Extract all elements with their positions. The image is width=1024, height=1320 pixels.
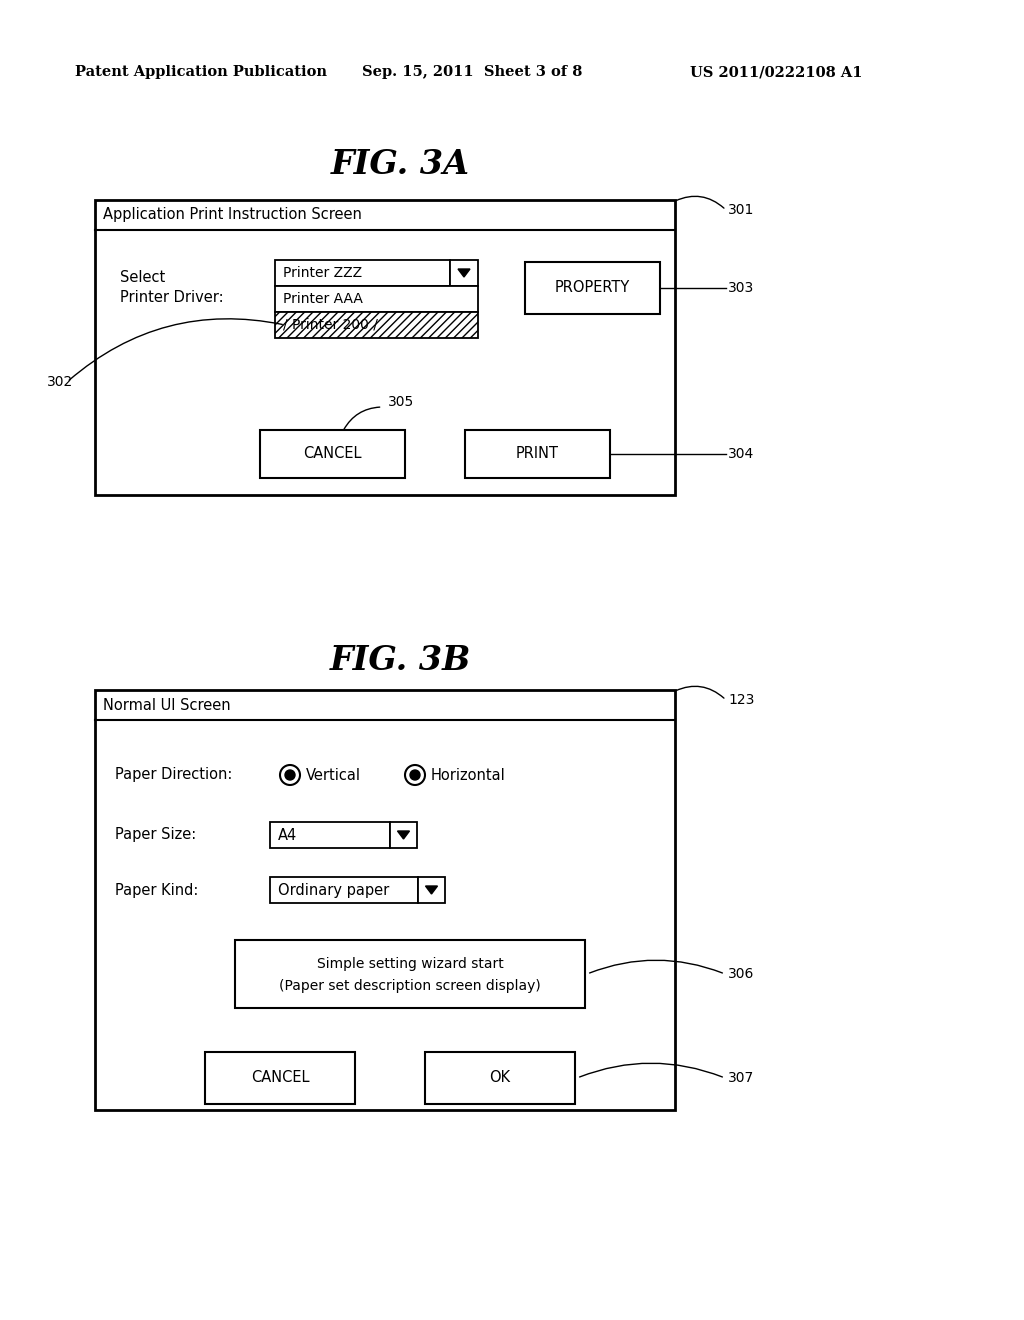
Text: PRINT: PRINT: [516, 446, 559, 462]
Text: Ordinary paper: Ordinary paper: [278, 883, 389, 898]
Text: 305: 305: [387, 395, 414, 409]
Text: Patent Application Publication: Patent Application Publication: [75, 65, 327, 79]
Text: FIG. 3A: FIG. 3A: [331, 149, 469, 181]
Text: Printer Driver:: Printer Driver:: [120, 290, 223, 305]
Bar: [260, 430, 406, 478]
Bar: [275, 286, 478, 312]
Text: 307: 307: [728, 1071, 755, 1085]
Text: Paper Direction:: Paper Direction:: [115, 767, 232, 783]
Polygon shape: [397, 832, 410, 840]
Text: CANCEL: CANCEL: [303, 446, 361, 462]
Text: 301: 301: [728, 203, 755, 216]
Text: Printer ZZZ: Printer ZZZ: [283, 267, 362, 280]
Circle shape: [410, 770, 420, 780]
Bar: [450, 260, 478, 286]
Text: 303: 303: [728, 281, 755, 294]
Bar: [270, 822, 390, 847]
Text: CANCEL: CANCEL: [251, 1071, 309, 1085]
Bar: [418, 876, 445, 903]
Text: Paper Size:: Paper Size:: [115, 828, 197, 842]
Text: Application Print Instruction Screen: Application Print Instruction Screen: [103, 207, 361, 223]
Text: Vertical: Vertical: [306, 767, 361, 783]
Text: Sep. 15, 2011  Sheet 3 of 8: Sep. 15, 2011 Sheet 3 of 8: [362, 65, 583, 79]
Text: 123: 123: [728, 693, 755, 708]
Text: Normal UI Screen: Normal UI Screen: [103, 697, 230, 713]
Bar: [275, 260, 450, 286]
Text: Simple setting wizard start: Simple setting wizard start: [316, 957, 504, 972]
Text: Select: Select: [120, 271, 165, 285]
Bar: [525, 261, 660, 314]
Text: 304: 304: [728, 447, 755, 461]
Text: (Paper set description screen display): (Paper set description screen display): [280, 979, 541, 993]
Bar: [465, 430, 610, 478]
Bar: [390, 822, 417, 847]
Text: Printer AAA: Printer AAA: [283, 292, 362, 306]
Text: A4: A4: [278, 828, 297, 842]
Bar: [95, 690, 675, 1110]
Bar: [270, 876, 418, 903]
Text: / Printer 200 /: / Printer 200 /: [283, 318, 378, 333]
Text: OK: OK: [489, 1071, 511, 1085]
Bar: [95, 201, 675, 495]
Bar: [275, 312, 478, 338]
Text: 306: 306: [728, 968, 755, 981]
Polygon shape: [426, 886, 437, 894]
Text: 302: 302: [47, 375, 74, 389]
Bar: [205, 1052, 355, 1104]
Bar: [425, 1052, 575, 1104]
Text: FIG. 3B: FIG. 3B: [330, 644, 471, 676]
Text: Horizontal: Horizontal: [431, 767, 506, 783]
Polygon shape: [458, 269, 470, 277]
Bar: [234, 940, 585, 1008]
Text: PROPERTY: PROPERTY: [555, 281, 630, 296]
Text: US 2011/0222108 A1: US 2011/0222108 A1: [690, 65, 862, 79]
Circle shape: [285, 770, 295, 780]
Text: Paper Kind:: Paper Kind:: [115, 883, 199, 898]
